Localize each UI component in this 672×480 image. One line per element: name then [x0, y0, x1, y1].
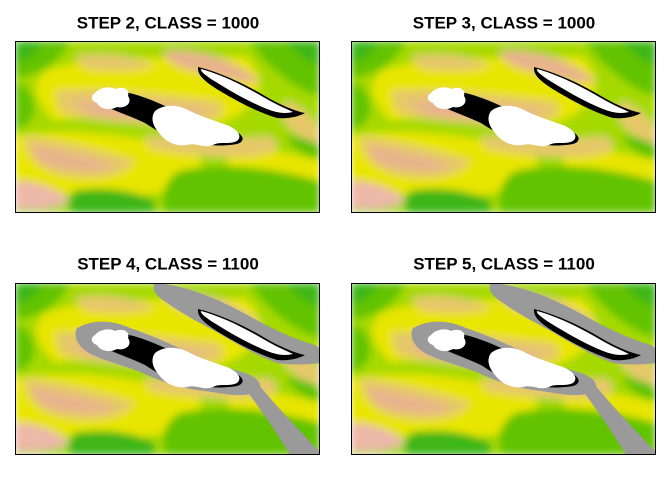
map-panel-1: STEP 2, CLASS = 1000 — [15, 13, 320, 213]
panel-title-1: STEP 2, CLASS = 1000 — [77, 13, 260, 32]
panel-title-3: STEP 4, CLASS = 1100 — [77, 254, 259, 273]
lower-lake-west — [91, 87, 130, 110]
upper-lake — [200, 69, 293, 113]
panel-frame — [351, 283, 656, 455]
panel-frame — [351, 41, 656, 213]
lower-lake-east — [152, 105, 240, 147]
map-panel-3: STEP 4, CLASS = 1100 — [15, 254, 320, 455]
lower-lake-east — [488, 347, 576, 389]
lower-lake-east — [152, 347, 240, 389]
lower-lake-east — [488, 105, 576, 147]
panel-title-2: STEP 3, CLASS = 1000 — [413, 13, 596, 32]
grey-class-zone — [583, 375, 656, 455]
upper-lake — [200, 311, 293, 355]
lower-lake-west — [427, 329, 466, 352]
lower-lake-west — [427, 87, 466, 110]
panel-title-4: STEP 5, CLASS = 1100 — [413, 254, 595, 273]
map-panel-4: STEP 5, CLASS = 1100 — [351, 254, 656, 455]
panel-frame — [15, 283, 320, 455]
grey-class-zone — [247, 375, 320, 455]
lower-lake-west — [91, 329, 130, 352]
upper-lake — [536, 69, 629, 113]
panel-frame — [15, 41, 320, 213]
map-panel-2: STEP 3, CLASS = 1000 — [351, 13, 656, 213]
upper-lake — [536, 311, 629, 355]
